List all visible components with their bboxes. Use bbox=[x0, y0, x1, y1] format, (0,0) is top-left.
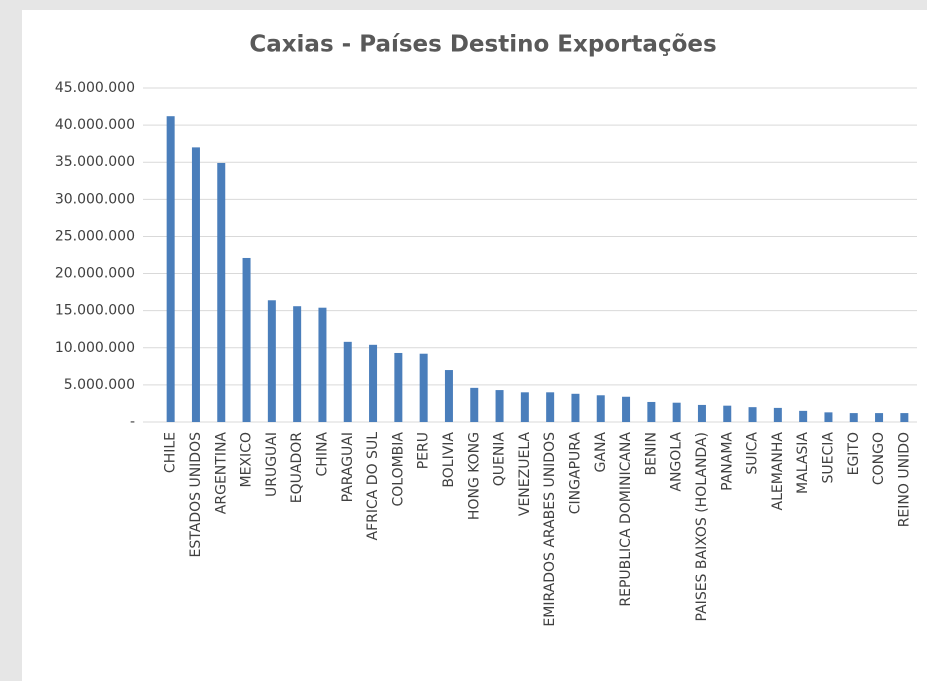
x-tick-label: CHINA bbox=[314, 432, 330, 477]
x-tick-label: ESTADOS UNIDOS bbox=[188, 432, 204, 558]
bar bbox=[520, 392, 529, 422]
x-tick-label: SUICA bbox=[745, 432, 761, 475]
x-tick-label: BOLIVIA bbox=[441, 432, 457, 488]
y-tick-label: 10.000.000 bbox=[55, 340, 135, 356]
bar bbox=[470, 387, 479, 422]
x-tick-label: EMIRADOS ARABES UNIDOS bbox=[542, 432, 558, 627]
bar bbox=[647, 401, 656, 422]
x-tick-label: HONG KONG bbox=[466, 432, 482, 520]
bar bbox=[622, 396, 631, 422]
y-tick-label: 35.000.000 bbox=[55, 154, 135, 170]
bar bbox=[571, 393, 580, 422]
bar bbox=[369, 344, 378, 422]
bar bbox=[293, 306, 302, 422]
y-tick-label: 5.000.000 bbox=[64, 377, 135, 393]
bar bbox=[799, 410, 808, 422]
x-tick-label: MEXICO bbox=[239, 432, 255, 487]
bar bbox=[900, 413, 909, 422]
bar bbox=[444, 370, 453, 422]
bar bbox=[166, 116, 175, 423]
bar bbox=[394, 352, 403, 422]
bar bbox=[697, 404, 706, 422]
x-tick-label: ARGENTINA bbox=[213, 432, 229, 515]
x-tick-label: GANA bbox=[593, 432, 609, 473]
bar bbox=[546, 392, 555, 422]
bar bbox=[596, 395, 605, 422]
bar bbox=[419, 353, 428, 422]
y-tick-label: 15.000.000 bbox=[55, 303, 135, 319]
x-tick-label: SUECIA bbox=[820, 432, 836, 484]
x-tick-label: CONGO bbox=[871, 432, 887, 485]
bar bbox=[343, 341, 352, 422]
bar bbox=[191, 147, 200, 422]
x-tick-label: BENIN bbox=[643, 432, 659, 476]
x-tick-label: ANGOLA bbox=[669, 432, 685, 492]
bar bbox=[217, 162, 226, 422]
y-tick-label: 25.000.000 bbox=[55, 228, 135, 244]
x-tick-label: REINO UNIDO bbox=[896, 432, 912, 527]
bar bbox=[242, 257, 251, 422]
chart-area bbox=[22, 10, 927, 681]
x-tick-label: PAISES BAIXOS (HOLANDA) bbox=[694, 432, 710, 621]
y-tick-label: 30.000.000 bbox=[55, 191, 135, 207]
x-tick-label: VENEZUELA bbox=[517, 432, 533, 517]
bar bbox=[824, 412, 833, 422]
x-tick-label: ALEMANHA bbox=[770, 432, 786, 511]
x-tick-label: PERU bbox=[416, 432, 432, 469]
chart-title: Caxias - Países Destino Exportações bbox=[249, 32, 716, 58]
x-tick-label: EQUADOR bbox=[289, 432, 305, 503]
y-tick-label: 40.000.000 bbox=[55, 117, 135, 133]
x-tick-label: MALASIA bbox=[795, 432, 811, 494]
x-tick-label: EGITO bbox=[846, 432, 862, 475]
bar bbox=[748, 407, 757, 422]
x-tick-label: CINGAPURA bbox=[567, 432, 583, 515]
y-tick-label: 45.000.000 bbox=[55, 80, 135, 96]
bar bbox=[849, 413, 858, 422]
bar bbox=[318, 307, 327, 422]
bar bbox=[723, 405, 732, 422]
bar bbox=[495, 390, 504, 422]
x-tick-label: COLOMBIA bbox=[390, 432, 406, 507]
x-tick-label: CHILE bbox=[163, 432, 179, 473]
bar bbox=[875, 413, 884, 422]
x-tick-label: AFRICA DO SUL bbox=[365, 432, 381, 541]
x-tick-label: REPUBLICA DOMINICANA bbox=[618, 432, 634, 607]
y-tick-label: - bbox=[130, 414, 135, 430]
x-tick-label: QUENIA bbox=[492, 432, 508, 487]
x-tick-label: PARAGUAI bbox=[340, 432, 356, 502]
x-tick-label: PANAMA bbox=[719, 432, 735, 491]
bar bbox=[773, 407, 782, 422]
y-tick-label: 20.000.000 bbox=[55, 266, 135, 282]
bar bbox=[672, 402, 681, 422]
bar bbox=[267, 300, 276, 422]
x-tick-label: URUGUAI bbox=[264, 432, 280, 497]
